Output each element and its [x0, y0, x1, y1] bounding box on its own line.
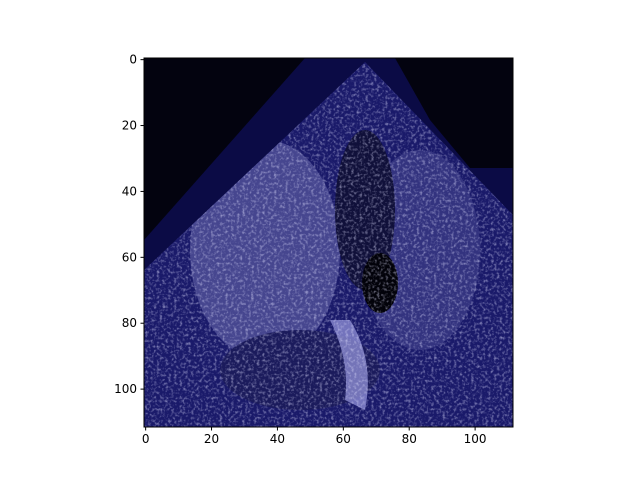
- image-dark-corner: [395, 58, 513, 168]
- image-dark-corner: [144, 58, 305, 240]
- x-tick-label: 80: [402, 432, 417, 446]
- y-tick-label: 40: [122, 184, 137, 198]
- x-tick-label: 60: [336, 432, 351, 446]
- x-tick-label: 20: [204, 432, 219, 446]
- axes-frame: [143, 57, 514, 428]
- y-tick-label: 100: [114, 382, 137, 396]
- x-tick-label: 40: [270, 432, 285, 446]
- y-tick-label: 20: [122, 119, 137, 133]
- y-tick-label: 60: [122, 250, 137, 264]
- y-tick-label: 80: [122, 316, 137, 330]
- x-tick-label: 0: [142, 432, 150, 446]
- y-tick-label: 0: [129, 53, 137, 67]
- x-tick-label: 100: [464, 432, 487, 446]
- image: [144, 58, 513, 427]
